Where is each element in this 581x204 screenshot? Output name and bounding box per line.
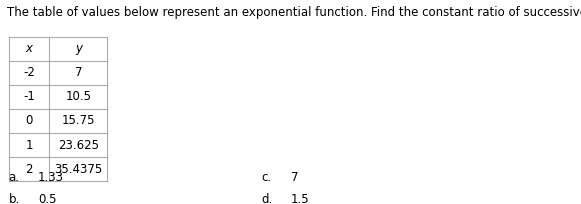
Text: x: x	[26, 42, 33, 55]
Text: 0: 0	[26, 114, 33, 128]
Text: 7: 7	[290, 171, 298, 184]
Text: 1.33: 1.33	[38, 171, 64, 184]
Text: 7: 7	[75, 66, 82, 79]
Text: 1.5: 1.5	[290, 193, 309, 204]
Text: b.: b.	[9, 193, 20, 204]
Text: 2: 2	[26, 163, 33, 176]
Text: The table of values below represent an exponential function. Find the constant r: The table of values below represent an e…	[7, 6, 581, 19]
Text: 23.625: 23.625	[58, 139, 99, 152]
Text: 35.4375: 35.4375	[54, 163, 103, 176]
Text: -1: -1	[23, 90, 35, 103]
Text: d.: d.	[261, 193, 272, 204]
Text: 0.5: 0.5	[38, 193, 56, 204]
Text: 10.5: 10.5	[66, 90, 91, 103]
Text: y: y	[75, 42, 82, 55]
Text: -2: -2	[23, 66, 35, 79]
Text: c.: c.	[261, 171, 271, 184]
Text: 15.75: 15.75	[62, 114, 95, 128]
Text: a.: a.	[9, 171, 20, 184]
Text: 1: 1	[26, 139, 33, 152]
